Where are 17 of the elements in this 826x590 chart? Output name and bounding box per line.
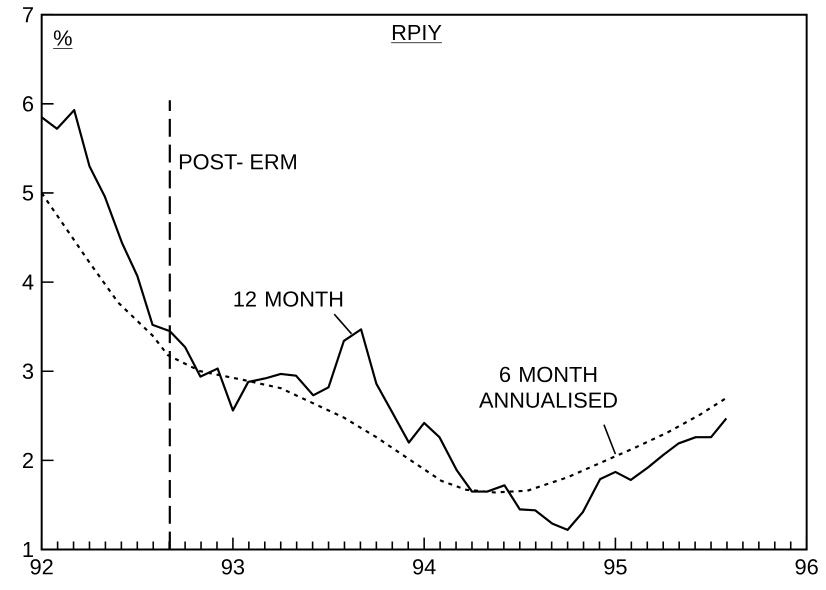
annotation: 6 MONTH ANNUALISED [479,366,617,408]
ref-line-label: POST- ERM [180,154,296,170]
y-tick-label: 4 [22,274,34,290]
y-tick-label: 5 [22,185,34,200]
x-tick-label: 92 [30,559,53,574]
x-tick-label: 94 [413,559,436,574]
x-tick-label: 96 [796,559,818,574]
y-axis-title: % [54,30,72,46]
annotation: 12 MONTH [234,291,342,307]
y-tick-label: 7 [23,7,33,22]
chart-title: RPIY [392,24,442,40]
x-tick-label: 93 [222,559,244,574]
y-tick-label: 3 [22,363,34,379]
y-tick-label: 2 [23,452,33,468]
x-tick-label: 95 [604,559,627,574]
y-tick-label: 1 [24,542,33,557]
y-tick-label: 6 [23,96,34,112]
